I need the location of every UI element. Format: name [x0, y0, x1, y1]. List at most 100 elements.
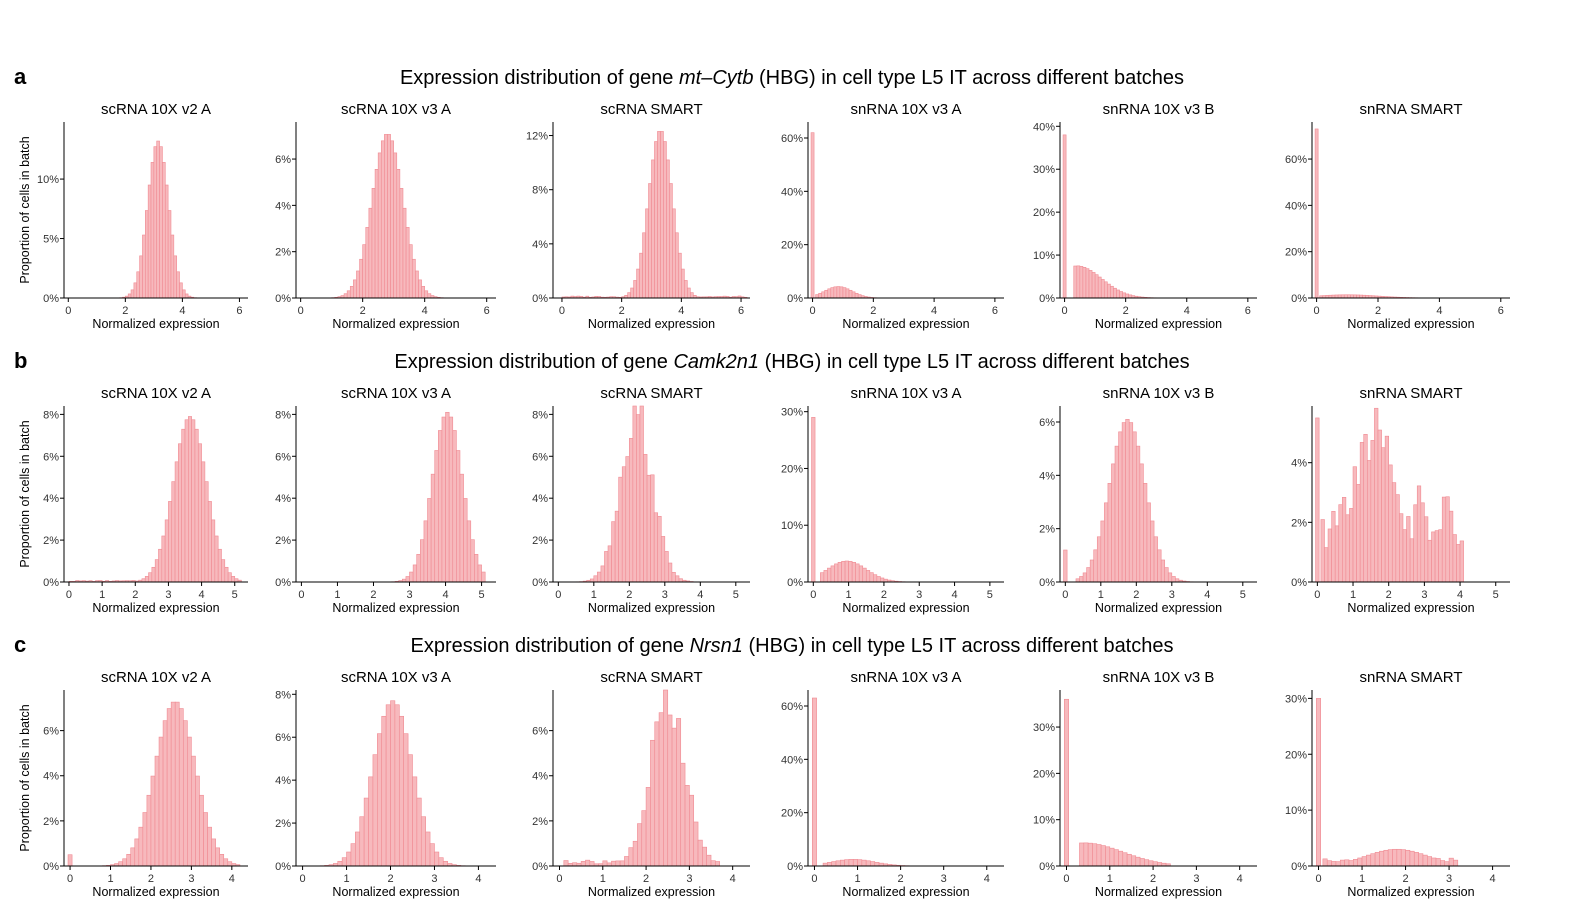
chart-b-5-bar	[1107, 483, 1112, 583]
chart-c-5-bar	[1100, 845, 1106, 867]
chart-b-5-bar	[1104, 502, 1109, 583]
chart-c-3-bar	[697, 839, 703, 867]
chart-b-6-x-tick-label: 3	[1421, 589, 1427, 601]
chart-c-1-bar	[215, 847, 220, 867]
chart-a-2-y-tick-label: 0%	[275, 293, 291, 305]
chart-c-6-y-tick-label: 20%	[1285, 749, 1307, 761]
chart-c-6-y-tick-label: 30%	[1285, 693, 1307, 705]
chart-a-3-bar	[645, 208, 649, 299]
chart-c-6-bar	[1440, 860, 1446, 867]
chart-c-3-y-tick-label: 6%	[532, 726, 548, 738]
chart-c-2-bar	[377, 733, 383, 867]
chart-c-1-bar	[170, 701, 176, 867]
chart-c-2-bar	[429, 843, 435, 867]
chart-a-2-bar	[371, 188, 376, 299]
chart-a-2-bar	[424, 290, 429, 299]
chart-c-6-x-tick-label: 0	[1315, 873, 1321, 885]
chart-c-6-bar	[1374, 852, 1380, 867]
chart-c-5-y-tick-label: 30%	[1033, 722, 1055, 734]
chart-a-2-bar	[384, 134, 388, 299]
chart-a-2-x-tick-label: 4	[422, 305, 428, 317]
chart-a-5-bar	[1097, 276, 1102, 299]
chart-a-2-x-tick-label: 2	[360, 305, 366, 317]
chart-b-3-bar	[597, 571, 602, 583]
chart-c-3-y-tick-label: 2%	[532, 816, 548, 828]
chart-b-6-bar	[1327, 528, 1332, 583]
chart-a-3-x-label: Normalized expression	[588, 317, 715, 331]
chart-b-2-bar	[474, 554, 479, 583]
chart-b-2-x-label: Normalized expression	[332, 601, 459, 615]
chart-b-3-x-tick-label: 5	[733, 589, 739, 601]
chart-c-3-bar	[706, 854, 712, 867]
chart-c-3-x-tick-label: 2	[643, 873, 649, 885]
chart-b-3-x-tick-label: 1	[591, 589, 597, 601]
chart-b-6-bar	[1377, 429, 1382, 583]
chart-a-2-y-tick-label: 2%	[275, 247, 291, 259]
chart-c-2-x-tick-label: 0	[300, 873, 306, 885]
chart-a-1-bar	[159, 146, 163, 299]
chart-c-6-bar	[1387, 849, 1393, 867]
chart-c-1-bar	[219, 854, 225, 867]
chart-b-4-x-tick-label: 0	[810, 589, 816, 601]
chart-a-4-y-tick-label: 20%	[781, 240, 803, 252]
chart-b-1-bar	[231, 576, 236, 583]
chart-b-6-x-tick-label: 1	[1350, 589, 1356, 601]
chart-c-1-x-tick-label: 2	[148, 873, 154, 885]
chart-c-1-bar	[191, 755, 196, 867]
chart-c-6-bar	[1413, 852, 1419, 867]
chart-a-3-bar	[672, 208, 676, 299]
chart-b-2-bar	[423, 520, 428, 583]
row-title-c: Expression distribution of gene Nrsn1 (H…	[410, 635, 1174, 657]
chart-b-6-x-tick-label: 2	[1386, 589, 1392, 601]
chart-a-5-y-tick-label: 30%	[1033, 164, 1055, 176]
chart-a-5-bar	[1113, 287, 1117, 299]
chart-c-1-bar	[162, 720, 168, 867]
chart-b-1-bar	[188, 416, 192, 583]
chart-b-1-x-tick-label: 4	[199, 589, 205, 601]
chart-c-1-bar	[138, 826, 144, 867]
chart-a-4-bar	[827, 288, 832, 299]
chart-b-3: scRNA SMART 0% 2% 4% 6% 8% 0 1 2 3 4 5 Normalized ex…	[532, 385, 750, 615]
chart-a-3-bar	[642, 232, 646, 299]
chart-b-3-bar	[636, 414, 641, 583]
chart-b-5-bar	[1139, 463, 1144, 583]
chart-b-5-bar	[1096, 536, 1102, 583]
chart-a-1: scRNA 10X v2 A 0% 5% 10% 0 2 4 6 Normalized expr…	[18, 101, 248, 331]
chart-c-5-bar	[1096, 844, 1102, 867]
chart-b-4-bar	[869, 572, 874, 583]
chart-b-3-x-tick-label: 4	[697, 589, 703, 601]
chart-b-1-bar	[164, 519, 169, 583]
chart-b-2-bar	[412, 564, 418, 583]
chart-b-5-bar	[1118, 431, 1123, 583]
chart-c-6-bar	[1331, 861, 1337, 867]
chart-b-1-y-tick-label: 6%	[43, 451, 59, 463]
chart-b-3-y-tick-label: 4%	[532, 493, 548, 505]
chart-b-6-bar	[1334, 525, 1340, 583]
chart-b-5-bar	[1164, 567, 1169, 583]
chart-a-1-bar	[150, 162, 155, 299]
chart-c-6-bar	[1335, 861, 1341, 867]
chart-b-1-x-tick-label: 0	[66, 589, 72, 601]
chart-b-2-bar	[416, 554, 421, 583]
chart-a-2-bar	[405, 227, 410, 299]
chart-c-4-y-tick-label: 40%	[781, 754, 803, 766]
chart-a-1-bar	[145, 210, 149, 299]
chart-b-3-bar	[593, 575, 598, 583]
chart-b-4-bar	[876, 576, 881, 583]
chart-a-4-bar	[815, 294, 819, 299]
chart-b-2-bar	[481, 571, 486, 583]
chart-b-6-y-tick-label: 0%	[1291, 577, 1307, 589]
chart-b-5-x-tick-label: 4	[1204, 589, 1210, 601]
chart-b-6-bar	[1427, 539, 1432, 583]
chart-c-3-bar	[689, 794, 695, 867]
chart-a-3-x-tick-label: 2	[619, 305, 625, 317]
chart-c-4-x-tick-label: 4	[984, 873, 990, 885]
chart-b-4-x-tick-label: 4	[951, 589, 957, 601]
chart-c-3-y-tick-label: 0%	[532, 861, 548, 873]
chart-a-5-x-label: Normalized expression	[1095, 317, 1222, 331]
chart-b-6-x-tick-label: 4	[1457, 589, 1463, 601]
chart-b-4-bar	[855, 563, 860, 583]
chart-b-6-bar	[1413, 504, 1418, 583]
chart-c-2-bar	[425, 831, 431, 867]
chart-b-2-bar	[430, 473, 436, 583]
